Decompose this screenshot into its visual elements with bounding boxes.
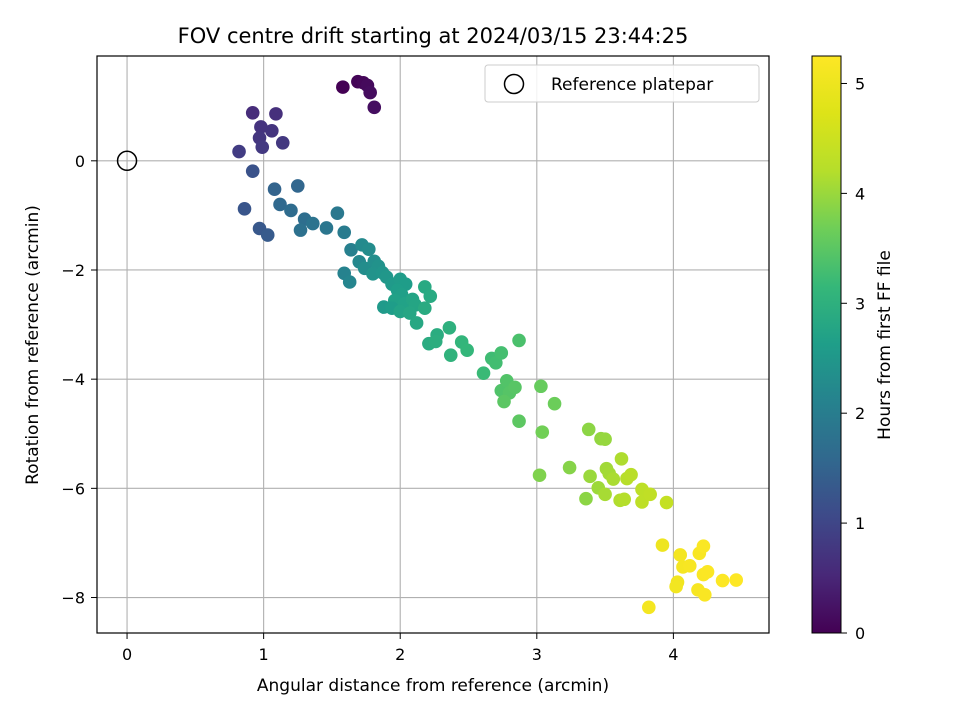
- x-tick-label: 0: [122, 645, 132, 664]
- data-point: [562, 460, 577, 475]
- data-point: [418, 301, 432, 315]
- data-point: [336, 80, 350, 94]
- colorbar-tick-label: 2: [855, 404, 865, 423]
- data-point: [497, 394, 511, 409]
- data-point: [363, 85, 377, 100]
- data-point: [423, 289, 438, 303]
- y-axis-ticks: −8 −6 −4 −2 0: [61, 152, 97, 608]
- data-point: [598, 487, 612, 502]
- data-point: [460, 343, 474, 358]
- legend: Reference platepar: [484, 64, 760, 103]
- data-point: [532, 468, 547, 483]
- data-point: [508, 380, 522, 395]
- x-tick-label: 4: [668, 645, 678, 664]
- data-point: [232, 144, 246, 159]
- data-point: [642, 600, 656, 615]
- data-point: [617, 492, 632, 507]
- data-point: [682, 559, 697, 573]
- colorbar-tick-label: 1: [855, 514, 865, 533]
- data-point: [696, 539, 711, 554]
- data-point: [267, 182, 282, 196]
- data-point: [494, 346, 509, 360]
- data-point: [579, 491, 593, 506]
- y-tick-label: −4: [61, 370, 85, 389]
- data-point: [273, 197, 287, 212]
- data-point: [337, 225, 352, 240]
- data-point: [659, 495, 674, 510]
- y-tick-label: −8: [61, 589, 85, 608]
- colorbar-tick-label: 0: [855, 624, 865, 643]
- data-point: [293, 223, 308, 237]
- colorbar-ticks: 0 1 2 3 4 5: [841, 74, 865, 643]
- data-point: [402, 306, 417, 320]
- data-point: [624, 467, 638, 482]
- data-point: [255, 140, 270, 154]
- y-tick-label: 0: [75, 152, 85, 171]
- data-point: [673, 548, 688, 562]
- data-point: [581, 422, 596, 437]
- reference-marker-group: [116, 150, 138, 172]
- data-point: [512, 414, 526, 428]
- data-point: [715, 573, 730, 588]
- data-point: [254, 120, 268, 134]
- data-point: [265, 123, 279, 138]
- data-point: [643, 487, 657, 502]
- data-point: [269, 107, 283, 121]
- data-point: [330, 206, 345, 221]
- x-axis-label: Angular distance from reference (arcmin): [257, 676, 609, 696]
- data-point: [698, 587, 712, 602]
- data-point: [245, 105, 260, 120]
- colorbar-tick-label: 3: [855, 294, 865, 313]
- data-point: [729, 573, 744, 587]
- data-point: [442, 321, 457, 335]
- y-tick-label: −6: [61, 479, 85, 498]
- data-point: [700, 565, 715, 579]
- data-point: [367, 100, 382, 115]
- data-point: [655, 538, 670, 552]
- data-point: [245, 164, 260, 178]
- data-point: [275, 135, 290, 150]
- data-point: [669, 579, 683, 594]
- data-point: [344, 242, 358, 257]
- data-point: [306, 216, 320, 231]
- data-point: [476, 366, 491, 380]
- data-point: [534, 379, 548, 394]
- data-point: [284, 203, 298, 218]
- data-point: [547, 396, 562, 411]
- data-point: [428, 334, 443, 349]
- legend-box: [484, 64, 760, 103]
- data-points: [232, 74, 744, 615]
- legend-label: Reference platepar: [551, 75, 713, 95]
- colorbar: 0 1 2 3 4 5 Hours from first FF file: [811, 55, 895, 643]
- data-point: [319, 221, 334, 235]
- data-point: [290, 179, 305, 193]
- x-tick-label: 3: [532, 645, 542, 664]
- data-point: [409, 316, 424, 330]
- y-tick-label: −2: [61, 261, 85, 280]
- data-point: [362, 242, 376, 257]
- data-point: [614, 452, 629, 466]
- plot-frame: [96, 55, 770, 634]
- data-point: [237, 202, 252, 216]
- data-point: [598, 432, 612, 447]
- colorbar-tick-label: 5: [855, 74, 865, 93]
- x-tick-label: 2: [395, 645, 405, 664]
- reference-marker: [116, 150, 138, 172]
- colorbar-label: Hours from first FF file: [875, 250, 895, 440]
- data-point: [535, 425, 550, 439]
- x-axis-ticks: 0 1 2 3 4: [122, 633, 678, 664]
- y-axis-label: Rotation from reference (arcmin): [23, 205, 43, 485]
- x-tick-label: 1: [259, 645, 269, 664]
- data-point: [512, 333, 526, 348]
- colorbar-gradient: [811, 55, 842, 634]
- data-point: [342, 275, 357, 289]
- data-point: [443, 348, 458, 362]
- data-point: [606, 472, 621, 486]
- data-point: [260, 228, 275, 242]
- colorbar-tick-label: 4: [855, 184, 865, 203]
- chart-title: FOV centre drift starting at 2024/03/15 …: [178, 24, 689, 48]
- legend-marker-icon: [503, 73, 525, 95]
- data-point: [583, 469, 597, 484]
